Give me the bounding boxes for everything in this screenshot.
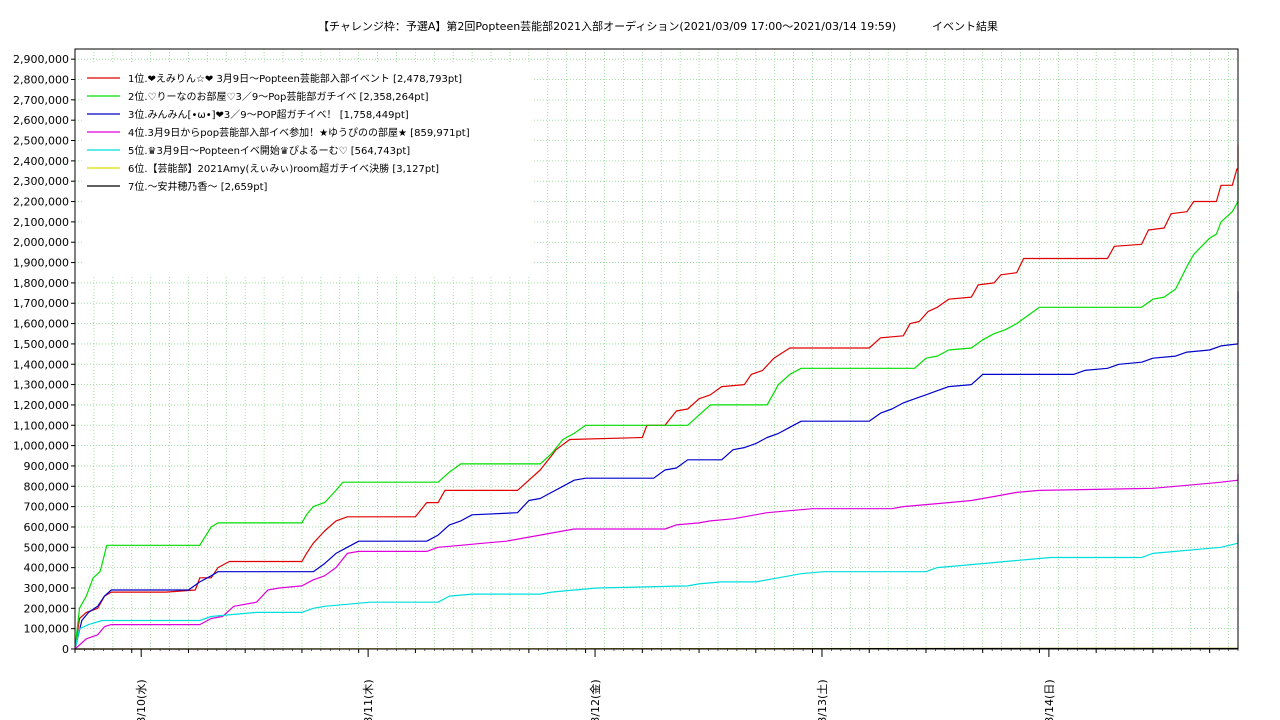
legend-label-2: 2位.♡りーなのお部屋♡3／9〜Pop芸能部ガチイベ [2,358,264pt]	[128, 90, 429, 103]
y-tick-label: 1,500,000	[13, 338, 69, 351]
x-axis: 03/10(水) 03/11(木) 03/12(金) 03/13(土) 03/14(日)	[74, 649, 1239, 720]
y-tick-label: 800,000	[24, 480, 70, 493]
y-tick-label: 1,300,000	[13, 379, 69, 392]
legend-label-1: 1位.❤えみりん☆❤ 3月9日〜Popteen芸能部入部イベント [2,478,…	[128, 72, 462, 85]
y-tick-label: 2,000,000	[13, 236, 69, 249]
y-tick-label: 1,600,000	[13, 318, 69, 331]
legend-background	[82, 64, 532, 276]
legend-label-6: 6位.【芸能部】2021Amy(えぃみぃ)room超ガチイベ決勝 [3,127p…	[128, 162, 439, 175]
y-tick-label: 2,600,000	[13, 114, 69, 127]
series-line-5	[74, 534, 1239, 650]
chart-title: 【チャレンジ枠：予選A】第2回Popteen芸能部2021入部オーディション(2…	[318, 19, 896, 33]
y-tick-label: 2,400,000	[13, 155, 69, 168]
legend: 1位.❤えみりん☆❤ 3月9日〜Popteen芸能部入部イベント [2,478,…	[87, 72, 470, 193]
y-tick-label: 2,500,000	[13, 135, 69, 148]
x-tick-label: 03/14(日)	[1043, 679, 1056, 720]
x-tick-label: 03/11(木)	[362, 679, 375, 720]
legend-label-5: 5位.♛3月9日〜Popteenイベ開始♛ぴよるーむ♡ [564,743pt]	[128, 144, 410, 157]
x-tick-label: 03/12(金)	[588, 679, 602, 720]
y-tick-label: 1,400,000	[13, 358, 69, 371]
y-tick-label: 2,200,000	[13, 196, 69, 209]
y-tick-label: 1,100,000	[13, 419, 69, 432]
series-line-3	[74, 291, 1239, 650]
y-tick-label: 1,800,000	[13, 277, 69, 290]
y-tick-label: 1,900,000	[13, 257, 69, 270]
plot-frame	[74, 48, 1239, 650]
y-axis: 0 100,000 200,000 300,000 400,000 500,000 600,…	[13, 53, 75, 656]
y-tick-label: 2,700,000	[13, 94, 69, 107]
legend-label-7: 7位.〜安井穂乃香〜 [2,659pt]	[128, 180, 268, 193]
y-tick-label: 1,700,000	[13, 297, 69, 310]
chart-title-suffix: イベント結果	[932, 19, 998, 33]
y-tick-label: 100,000	[24, 623, 70, 636]
y-tick-label: 400,000	[24, 562, 70, 575]
y-tick-label: 2,800,000	[13, 74, 69, 87]
y-tick-label: 700,000	[24, 501, 70, 514]
series-line-2	[74, 169, 1239, 650]
x-tick-label: 03/10(水)	[135, 679, 148, 720]
legend-label-3: 3位.みんみん[•ω•]❤3／9〜POP超ガチイベ！ [1,758,449pt]	[128, 108, 409, 121]
y-tick-label: 2,100,000	[13, 216, 69, 229]
y-tick-label: 0	[62, 643, 69, 656]
y-tick-label: 1,000,000	[13, 440, 69, 453]
legend-label-4: 4位.3月9日からpop芸能部入部イベ参加！★ゆうぴのの部屋★ [859,971…	[128, 126, 470, 139]
y-tick-label: 1,200,000	[13, 399, 69, 412]
series-line-4	[74, 474, 1239, 650]
y-tick-label: 2,900,000	[13, 53, 69, 66]
y-tick-label: 500,000	[24, 541, 70, 554]
y-tick-label: 600,000	[24, 521, 70, 534]
x-tick-label: 03/13(土)	[816, 679, 829, 720]
y-tick-label: 300,000	[24, 582, 70, 595]
y-tick-label: 2,300,000	[13, 175, 69, 188]
series-line-1	[74, 144, 1239, 650]
y-tick-label: 200,000	[24, 602, 70, 615]
y-tick-label: 900,000	[24, 460, 70, 473]
